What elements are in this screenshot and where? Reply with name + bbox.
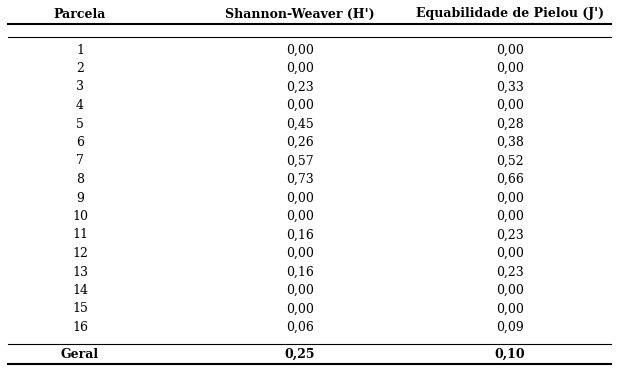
Text: 0,00: 0,00	[286, 62, 314, 75]
Text: 16: 16	[72, 321, 88, 334]
Text: 0,38: 0,38	[496, 136, 524, 149]
Text: 0,06: 0,06	[286, 321, 314, 334]
Text: 0,00: 0,00	[286, 247, 314, 260]
Text: 6: 6	[76, 136, 84, 149]
Text: Geral: Geral	[61, 347, 99, 360]
Text: 9: 9	[76, 192, 84, 205]
Text: 0,16: 0,16	[286, 266, 314, 279]
Text: 0,23: 0,23	[286, 80, 314, 93]
Text: 7: 7	[76, 154, 84, 167]
Text: 0,23: 0,23	[496, 266, 524, 279]
Text: Equabilidade de Pielou (J'): Equabilidade de Pielou (J')	[416, 7, 604, 20]
Text: 0,26: 0,26	[286, 136, 314, 149]
Text: 13: 13	[72, 266, 88, 279]
Text: 0,16: 0,16	[286, 228, 314, 241]
Text: 0,33: 0,33	[496, 80, 524, 93]
Text: 4: 4	[76, 99, 84, 112]
Text: 14: 14	[72, 284, 88, 297]
Text: 10: 10	[72, 210, 88, 223]
Text: 0,00: 0,00	[496, 210, 524, 223]
Text: 0,66: 0,66	[496, 173, 524, 186]
Text: Shannon-Weaver (H'): Shannon-Weaver (H')	[225, 7, 375, 20]
Text: 3: 3	[76, 80, 84, 93]
Text: 0,00: 0,00	[496, 99, 524, 112]
Text: 0,52: 0,52	[496, 154, 524, 167]
Text: 0,00: 0,00	[286, 302, 314, 315]
Text: 0,00: 0,00	[286, 284, 314, 297]
Text: 11: 11	[72, 228, 88, 241]
Text: 0,45: 0,45	[286, 118, 314, 131]
Text: 0,57: 0,57	[286, 154, 314, 167]
Text: 8: 8	[76, 173, 84, 186]
Text: 1: 1	[76, 44, 84, 57]
Text: 15: 15	[72, 302, 88, 315]
Text: 5: 5	[76, 118, 84, 131]
Text: 0,23: 0,23	[496, 228, 524, 241]
Text: 0,00: 0,00	[496, 284, 524, 297]
Text: 0,25: 0,25	[285, 347, 315, 360]
Text: 0,00: 0,00	[286, 210, 314, 223]
Text: 0,00: 0,00	[496, 247, 524, 260]
Text: 0,00: 0,00	[286, 192, 314, 205]
Text: 0,00: 0,00	[496, 302, 524, 315]
Text: 2: 2	[76, 62, 84, 75]
Text: 0,00: 0,00	[496, 44, 524, 57]
Text: Parcela: Parcela	[54, 7, 106, 20]
Text: 0,09: 0,09	[496, 321, 524, 334]
Text: 0,73: 0,73	[286, 173, 314, 186]
Text: 0,00: 0,00	[496, 62, 524, 75]
Text: 0,10: 0,10	[495, 347, 526, 360]
Text: 0,28: 0,28	[496, 118, 524, 131]
Text: 0,00: 0,00	[286, 99, 314, 112]
Text: 0,00: 0,00	[496, 192, 524, 205]
Text: 12: 12	[72, 247, 88, 260]
Text: 0,00: 0,00	[286, 44, 314, 57]
